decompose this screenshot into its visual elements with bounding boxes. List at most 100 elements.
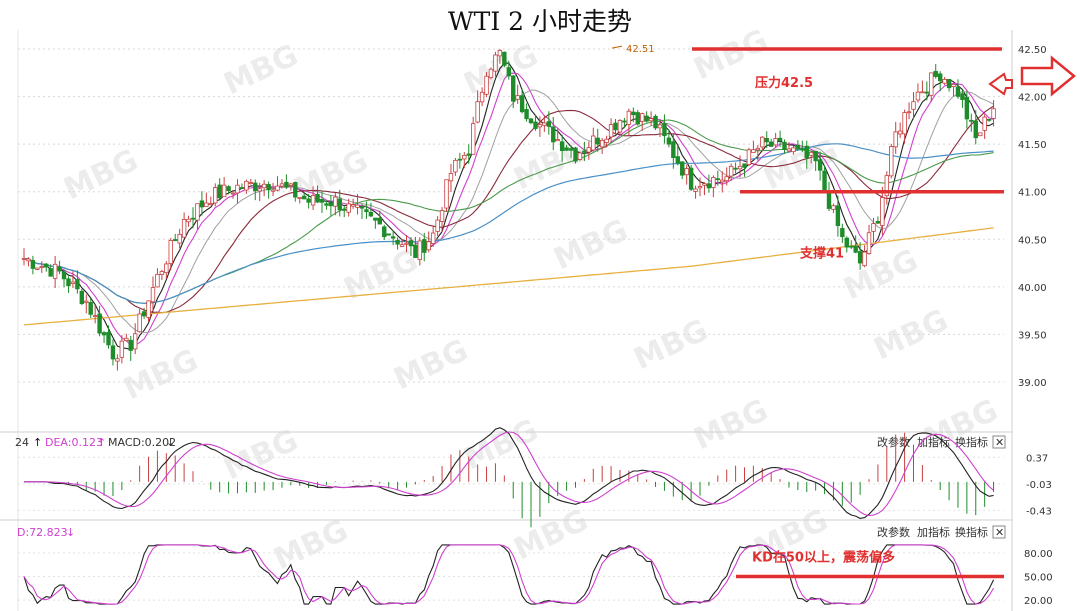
watermark-text: MBG [269,513,354,577]
candle-body [426,241,431,251]
candle-body [430,232,436,244]
price-tick-label: 40.50 [1018,235,1047,246]
candle-body [155,273,160,288]
candle-body [293,182,298,198]
candle-body [84,300,89,303]
candle-body [608,124,614,138]
candle-body [897,130,903,135]
candle-body [115,358,120,362]
candle-body [955,86,961,97]
candle-body [849,245,854,248]
price-tick-label: 39.00 [1018,378,1047,389]
kd-tick-label: 50.00 [1024,572,1053,583]
candle-body [626,110,632,125]
candle-body [933,70,938,77]
candle-body [768,141,774,147]
watermark-text: MBG [459,413,544,477]
candle-body [648,118,654,122]
chart-title: WTI 2 小时走势 [447,7,633,36]
macd-params-button[interactable]: 改参数 [877,435,910,449]
candle-body [390,236,396,239]
candle-body [635,112,640,125]
candle-body [444,179,449,209]
kd-close-icon[interactable]: ✕ [995,526,1004,539]
candle-body [755,147,761,151]
candle-body [119,340,125,358]
candle-body [533,121,538,129]
candle-body [195,203,200,221]
macd-close-icon[interactable]: ✕ [995,436,1004,449]
candle-body [204,202,209,207]
candle-body [159,271,165,275]
kd-content: 80.00 50.00 20.00 KD在50以上，震荡偏多 [18,544,1053,607]
candle-body [413,244,418,258]
candle-body [324,203,329,206]
candle-body [617,120,623,133]
candle-body [835,205,841,227]
candle-body [39,265,44,268]
macd-tick-label: -0.43 [1026,506,1052,517]
candle-body [408,240,414,247]
candle-body [564,147,569,151]
candle-body [261,183,267,189]
candle-body [244,180,249,191]
candle-body [853,245,858,253]
candle-body [915,91,921,101]
candle-body [542,122,547,126]
candle-body [960,93,965,101]
price-axis: 42.50 42.00 41.50 41.00 40.50 40.00 39.50 39.00 [0,30,1047,611]
macd-tick-label: -0.03 [1026,480,1052,491]
candle-body [422,239,427,253]
candle-body [684,168,689,176]
candle-body [297,197,302,199]
candle-body [57,266,62,272]
candle-body [208,203,213,206]
candle-body [221,184,227,198]
candle-body [826,191,832,209]
candle-body [764,137,769,143]
watermark-text: MBG [549,213,634,277]
candle-body [44,263,49,268]
candle-body [97,313,102,334]
ma-line-blue [23,143,994,304]
candle-body [551,126,556,143]
macd-dea-label: DEA:0.123 [45,436,103,449]
candle-body [880,197,885,226]
macd-close-button[interactable] [992,435,1006,449]
macd-switch-indicator-button[interactable]: 换指标 [955,435,988,449]
candle-body [969,119,974,122]
candle-body [315,193,320,203]
candle-body [515,95,520,100]
candle-body [333,196,338,207]
candle-body [368,211,374,217]
kd-close-button[interactable] [992,525,1006,539]
candle-body [150,287,156,303]
candle-body [657,124,663,129]
candle-body [524,109,529,120]
candle-body [235,184,240,194]
kd-d-label: D:72.823 [17,526,68,539]
candle-body [733,167,738,170]
candle-body [951,83,956,88]
candle-body [377,217,382,225]
support-label: 支撑41 [799,246,844,262]
candle-body [791,147,796,153]
kd-params-button[interactable]: 改参数 [877,525,910,539]
candle-body [688,167,694,190]
candle-body [92,315,98,317]
candle-body [893,131,898,148]
candle-body [350,204,356,207]
candle-body [359,206,365,209]
candle-body [760,136,765,148]
candle-body [168,240,173,264]
candle-body [213,187,218,204]
candle-body [884,175,890,197]
macd-tick-label: 0.37 [1026,453,1048,464]
candle-body [866,232,872,254]
watermark-text: MBG [119,343,204,407]
kd-add-indicator-button[interactable]: 加指标 [917,525,950,539]
candle-body [128,339,133,351]
kd-switch-indicator-button[interactable]: 换指标 [955,525,988,539]
candle-body [484,75,489,95]
candle-body [181,219,187,238]
